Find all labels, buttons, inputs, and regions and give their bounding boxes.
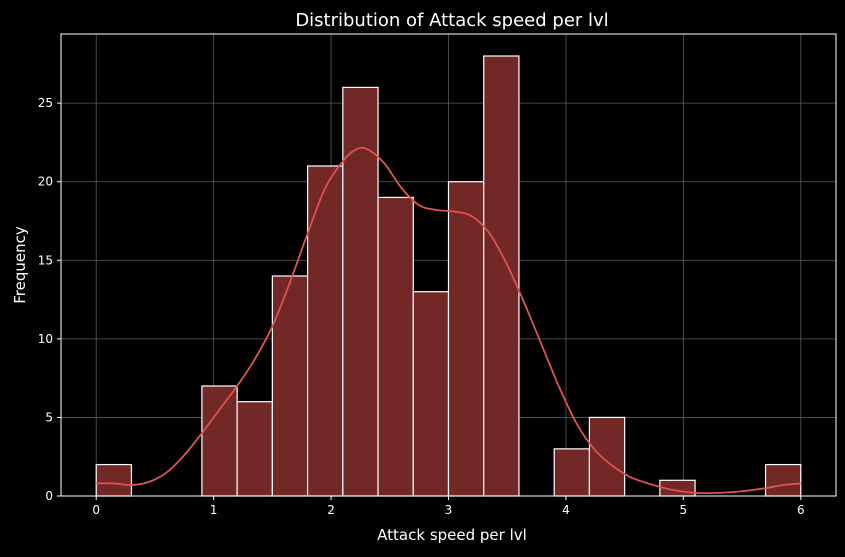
histogram-bar xyxy=(377,196,414,497)
y-tick-label: 10 xyxy=(38,332,53,346)
histogram-bar xyxy=(95,463,133,497)
x-tick-label: 2 xyxy=(327,503,335,517)
y-axis-label: Frequency xyxy=(11,226,29,304)
kde-curve-group xyxy=(96,146,801,495)
histogram-bar xyxy=(201,385,238,497)
x-axis-label: Attack speed per lvl xyxy=(377,526,527,544)
histogram-bar xyxy=(236,401,273,497)
x-tick-label: 3 xyxy=(445,503,453,517)
x-tick-label: 4 xyxy=(562,503,570,517)
y-tick-label: 20 xyxy=(38,175,53,189)
y-tick-label: 5 xyxy=(45,410,53,424)
histogram-bar xyxy=(483,55,520,497)
histogram-bar xyxy=(412,291,450,497)
x-tick-label: 0 xyxy=(92,503,100,517)
chart-title: Distribution of Attack speed per lvl xyxy=(295,10,608,31)
histogram-bar xyxy=(553,448,591,497)
y-tick-label: 0 xyxy=(45,489,53,503)
x-tick-label: 5 xyxy=(680,503,688,517)
x-tick-label: 1 xyxy=(210,503,218,517)
y-tick-label: 15 xyxy=(38,253,53,267)
histogram-bar xyxy=(271,275,309,497)
histogram-bar xyxy=(588,416,626,497)
histogram-bar xyxy=(764,463,802,497)
x-tick-label: 6 xyxy=(797,503,805,517)
histogram-bar xyxy=(447,181,485,497)
kde-curve xyxy=(96,146,801,495)
axis-ticks: 0 1 2 3 4 5 6 0 5 10 15 20 25 xyxy=(38,96,805,517)
y-tick-label: 25 xyxy=(38,96,53,110)
histogram-bar xyxy=(306,165,344,497)
